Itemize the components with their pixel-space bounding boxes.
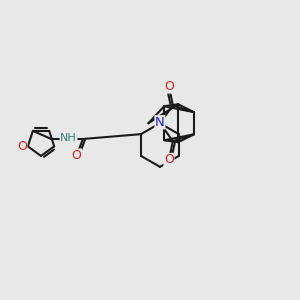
Text: N: N [155,116,165,129]
Text: O: O [71,149,81,162]
Text: O: O [164,80,174,93]
Text: O: O [17,140,27,153]
Text: NH: NH [60,133,77,143]
Text: O: O [164,154,174,166]
